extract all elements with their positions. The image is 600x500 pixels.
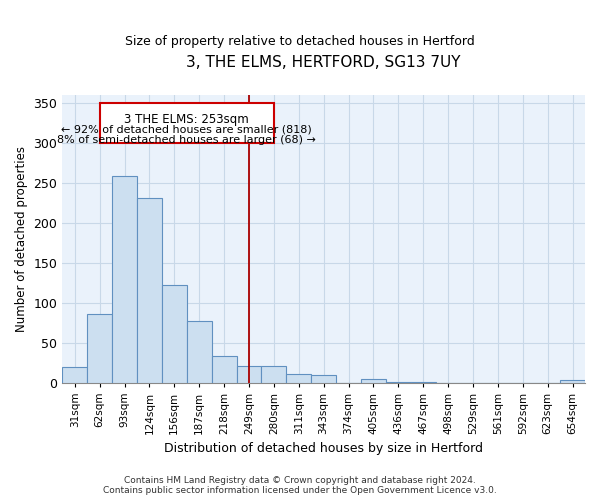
Text: ← 92% of detached houses are smaller (818): ← 92% of detached houses are smaller (81…	[61, 124, 312, 134]
Bar	[311, 376, 336, 382]
Text: Size of property relative to detached houses in Hertford: Size of property relative to detached ho…	[125, 35, 475, 48]
FancyBboxPatch shape	[100, 103, 274, 142]
Bar	[262, 366, 286, 382]
Bar	[137, 198, 162, 382]
Bar	[236, 366, 262, 382]
Bar	[212, 356, 236, 382]
Bar	[187, 321, 212, 382]
Text: 8% of semi-detached houses are larger (68) →: 8% of semi-detached houses are larger (6…	[58, 134, 316, 144]
X-axis label: Distribution of detached houses by size in Hertford: Distribution of detached houses by size …	[164, 442, 483, 455]
Bar	[560, 380, 585, 382]
Bar	[112, 176, 137, 382]
Title: 3, THE ELMS, HERTFORD, SG13 7UY: 3, THE ELMS, HERTFORD, SG13 7UY	[187, 55, 461, 70]
Bar	[286, 374, 311, 382]
Y-axis label: Number of detached properties: Number of detached properties	[15, 146, 28, 332]
Bar	[62, 368, 87, 382]
Text: Contains HM Land Registry data © Crown copyright and database right 2024.
Contai: Contains HM Land Registry data © Crown c…	[103, 476, 497, 495]
Bar	[162, 285, 187, 382]
Text: 3 THE ELMS: 253sqm: 3 THE ELMS: 253sqm	[124, 113, 249, 126]
Bar	[87, 314, 112, 382]
Bar	[361, 378, 386, 382]
